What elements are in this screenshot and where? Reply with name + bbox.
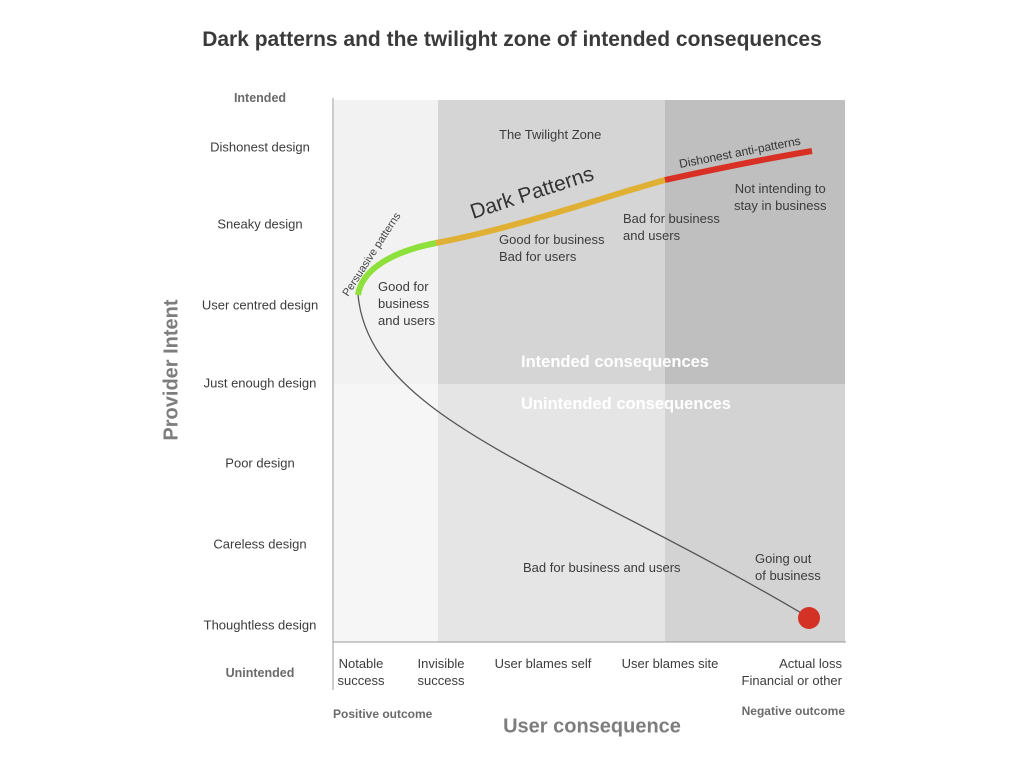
band-notable-intended: [334, 100, 438, 384]
y-bottom-label: Unintended: [225, 666, 295, 680]
y-level-careless: Careless design: [213, 536, 307, 552]
x-stage-actual-loss: Actual loss Financial or other: [741, 656, 842, 688]
positive-outcome-label: Positive outcome: [333, 707, 433, 721]
y-level-sneaky: Sneaky design: [217, 216, 303, 232]
x-stage-blames-self: User blames self: [494, 656, 592, 671]
y-axis-title: Provider Intent: [160, 299, 183, 441]
y-level-user-centred: User centred design: [201, 297, 319, 313]
note-bad-for-both-upper: Bad for business and users: [623, 211, 720, 243]
note-good-business-bad-users: Good for business Bad for users: [499, 232, 605, 264]
diagram-title: Dark patterns and the twilight zone of i…: [202, 28, 822, 51]
note-not-intending: Not intending to stay in business: [734, 181, 827, 213]
anti-patterns-curve: [664, 148, 813, 183]
going-out-of-business-dot: [798, 607, 820, 629]
note-good-for-both: Good for business and users: [378, 279, 436, 328]
y-level-poor: Poor design: [225, 455, 295, 471]
persuasive-patterns-curve: [355, 240, 437, 296]
y-level-thoughtless: Thoughtless design: [203, 617, 317, 633]
x-stage-invisible: Invisible success: [417, 656, 465, 688]
intended-consequences-label: Intended consequences: [521, 353, 709, 371]
y-level-just-enough: Just enough design: [203, 375, 317, 391]
x-stage-notable: Notable success: [337, 656, 385, 688]
band-middle-unintended: [438, 384, 665, 642]
band-loss-unintended: [665, 384, 845, 642]
negative-outcome-label: Negative outcome: [741, 704, 845, 718]
y-top-label: Intended: [233, 91, 287, 105]
x-stage-blames-site: User blames site: [621, 656, 719, 671]
y-level-dishonest: Dishonest design: [210, 139, 310, 155]
twilight-zone-label: The Twilight Zone: [499, 127, 602, 142]
band-notable-unintended: [334, 384, 438, 642]
band-loss-intended: [665, 100, 845, 384]
unintended-consequences-label: Unintended consequences: [521, 395, 731, 413]
dark-patterns-curve: [435, 177, 666, 246]
band-twilight-intended: [438, 100, 665, 384]
note-bad-for-both-lower: Bad for business and users: [523, 560, 681, 575]
x-axis-title: User consequence: [503, 715, 681, 738]
note-going-out: Going out of business: [755, 551, 821, 583]
unintended-curve: [357, 294, 809, 618]
